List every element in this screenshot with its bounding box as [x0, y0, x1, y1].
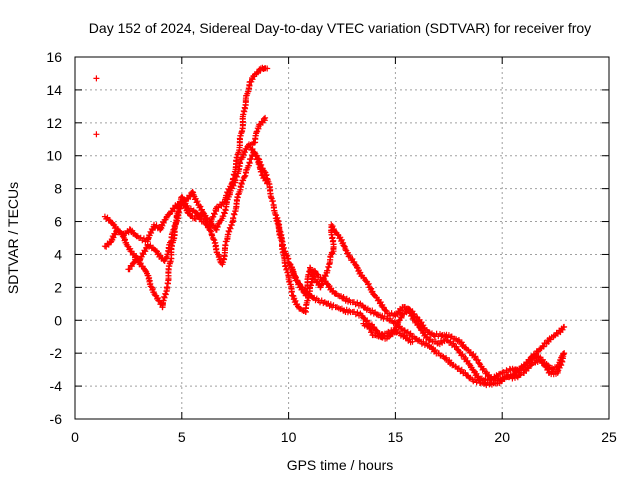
- data-point: [427, 331, 434, 338]
- data-point: [475, 373, 482, 380]
- data-point: [163, 255, 169, 262]
- data-point: [160, 219, 167, 226]
- data-point: [230, 215, 237, 221]
- data-point: [166, 211, 172, 218]
- data-point: [258, 161, 265, 168]
- data-point: [354, 309, 361, 316]
- data-point: [292, 273, 299, 280]
- data-point: [262, 114, 269, 121]
- data-point: [517, 365, 524, 372]
- data-point: [142, 248, 149, 255]
- data-point: [324, 267, 331, 274]
- y-tick-label: -4: [50, 378, 63, 394]
- data-point: [458, 366, 465, 373]
- y-tick-labels: -6 -4 -2 0 2 4 6 8 10 12 14 16: [46, 49, 62, 427]
- y-tick-label: 6: [54, 214, 62, 230]
- data-point: [322, 273, 329, 280]
- plot-frame: [74, 56, 610, 420]
- data-point: [368, 328, 375, 335]
- grid-lines: [75, 57, 609, 419]
- data-point: [241, 149, 248, 156]
- data-point: [354, 299, 361, 306]
- y-tick-label: 16: [46, 49, 62, 65]
- data-point: [406, 336, 413, 343]
- data-point: [398, 307, 405, 314]
- data-points: [93, 64, 568, 389]
- data-point: [540, 343, 547, 350]
- data-point: [197, 203, 204, 210]
- y-tick-label: 10: [46, 148, 62, 164]
- data-point: [415, 337, 421, 344]
- data-point: [205, 224, 212, 230]
- data-point: [561, 350, 568, 357]
- data-point: [554, 368, 561, 375]
- data-point: [149, 227, 156, 234]
- axis-ticks: [74, 56, 610, 420]
- data-point: [241, 173, 248, 180]
- data-point: [560, 351, 566, 357]
- y-tick-label: 14: [46, 82, 62, 98]
- y-tick-label: 8: [54, 181, 62, 197]
- data-point: [432, 347, 439, 353]
- data-point: [194, 198, 201, 205]
- y-tick-label: -2: [50, 345, 63, 361]
- x-tick-label: 20: [494, 429, 510, 445]
- y-tick-label: 0: [54, 312, 62, 328]
- data-point: [327, 254, 334, 261]
- data-point: [472, 353, 479, 360]
- chart-title: Day 152 of 2024, Sidereal Day-to-day VTE…: [89, 20, 591, 36]
- y-axis-label: SDTVAR / TECUs: [5, 182, 21, 294]
- data-point: [249, 146, 256, 152]
- outlier-point: [93, 131, 100, 138]
- data-point: [297, 283, 304, 290]
- data-point: [476, 360, 483, 367]
- y-tick-label: -6: [50, 411, 63, 427]
- data-point: [112, 231, 119, 238]
- data-point: [210, 236, 217, 243]
- data-point: [420, 322, 427, 329]
- data-point: [227, 225, 234, 232]
- data-point: [292, 297, 299, 304]
- x-tick-label: 15: [388, 429, 404, 445]
- data-point: [407, 330, 414, 337]
- x-tick-label: 5: [178, 429, 186, 445]
- data-point: [137, 260, 144, 267]
- data-point: [364, 317, 371, 324]
- data-point: [430, 332, 437, 339]
- x-tick-label: 10: [281, 429, 297, 445]
- data-point: [327, 301, 334, 308]
- x-axis-label: GPS time / hours: [287, 457, 394, 473]
- y-tick-label: 12: [46, 115, 62, 131]
- x-tick-label: 0: [71, 429, 79, 445]
- data-point: [464, 357, 471, 364]
- data-point: [171, 222, 178, 229]
- x-tick-label: 25: [601, 429, 617, 445]
- data-point: [230, 182, 237, 189]
- data-point: [539, 356, 546, 363]
- data-point: [475, 357, 481, 364]
- data-point: [207, 227, 214, 234]
- data-point: [409, 338, 416, 345]
- data-point: [253, 152, 260, 159]
- outlier-point: [93, 75, 100, 82]
- data-point: [264, 65, 271, 72]
- data-point: [561, 323, 568, 330]
- data-point: [341, 243, 348, 250]
- data-point: [233, 173, 240, 180]
- y-tick-label: 2: [54, 279, 62, 295]
- data-point: [211, 211, 218, 218]
- data-point: [280, 244, 287, 251]
- data-point: [232, 177, 239, 184]
- y-tick-label: 4: [54, 246, 62, 262]
- data-point: [287, 261, 294, 268]
- data-point: [386, 330, 393, 337]
- x-tick-labels: 0 5 10 15 20 25: [71, 429, 617, 445]
